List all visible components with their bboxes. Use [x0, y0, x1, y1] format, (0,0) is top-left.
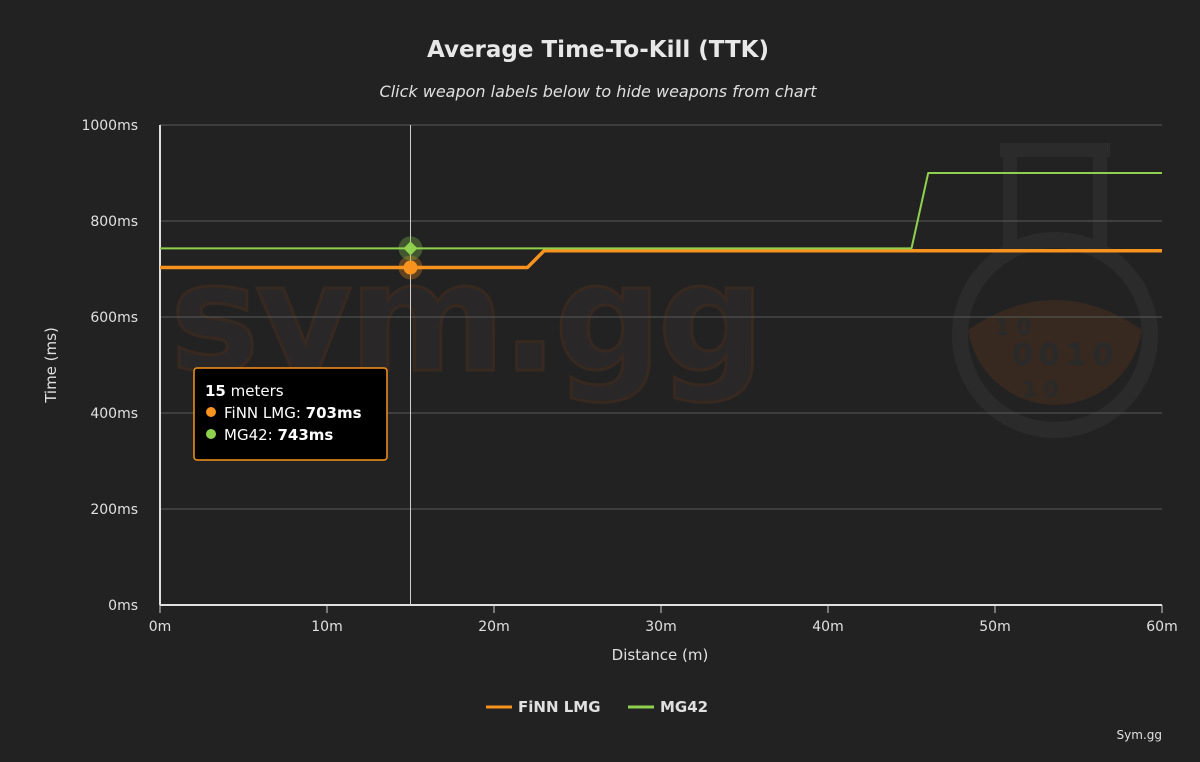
y-tick-label: 1000ms — [81, 118, 138, 134]
credit-link[interactable]: Sym.gg — [1117, 728, 1162, 742]
x-axis-title: Distance (m) — [612, 646, 709, 664]
x-tick-label: 0m — [149, 619, 172, 635]
legend: FiNN LMG MG42 — [486, 698, 708, 716]
tooltip-distance: 15 — [205, 382, 226, 400]
y-tick-label: 200ms — [90, 502, 138, 518]
x-tick-label: 60m — [1146, 619, 1177, 635]
tooltip-row-mg42: MG42: 743ms — [224, 426, 333, 444]
x-tick-label: 30m — [645, 619, 676, 635]
series-line-mg42[interactable] — [160, 172, 1162, 250]
marker-mg42 — [403, 241, 418, 256]
chart-title: Average Time-To-Kill (TTK) — [427, 37, 769, 63]
grid-lines — [160, 124, 1162, 510]
legend-finn-label[interactable]: FiNN LMG — [518, 698, 601, 716]
watermark-flask-icon — [952, 143, 1158, 438]
y-tick-label: 800ms — [90, 214, 138, 230]
x-tick-label: 20m — [478, 619, 509, 635]
legend-item-finn-lmg[interactable]: FiNN LMG — [486, 698, 601, 716]
tooltip-finn-name: FiNN LMG — [224, 404, 296, 422]
x-tick-label: 10m — [311, 619, 342, 635]
y-tick-label: 600ms — [90, 310, 138, 326]
y-tick-label: 400ms — [90, 406, 138, 422]
y-axis-title: Time (ms) — [42, 327, 60, 404]
tooltip: 15 meters FiNN LMG: 703ms MG42: 743ms — [193, 367, 388, 461]
tooltip-mg42-name: MG42 — [224, 426, 268, 444]
tooltip-unit: meters — [231, 382, 284, 400]
watermark-binary-row: 10 — [995, 316, 1038, 341]
y-tick-label: 0ms — [108, 598, 138, 614]
series-line-finn-lmg[interactable] — [160, 249, 1162, 270]
tooltip-row-finn: FiNN LMG: 703ms — [224, 404, 362, 422]
tooltip-mg42-value: 743ms — [277, 426, 333, 444]
tooltip-finn-dot — [206, 407, 216, 417]
marker-finn — [403, 260, 418, 275]
watermark-binary-row: 0010 — [1012, 338, 1120, 373]
tooltip-mg42-dot — [206, 429, 216, 439]
legend-item-mg42[interactable]: MG42 — [628, 698, 708, 716]
chart-subtitle: Click weapon labels below to hide weapon… — [380, 82, 818, 101]
tooltip-box — [193, 367, 388, 461]
x-tick-label: 40m — [812, 619, 843, 635]
hover-markers — [398, 236, 423, 280]
tooltip-header: 15 meters — [205, 382, 284, 400]
x-tick-label: 50m — [979, 619, 1010, 635]
series-layer — [160, 172, 1162, 270]
watermark-binary-row: 10 — [1022, 378, 1065, 403]
x-axis-ticks: 0m 10m 20m 30m 40m 50m 60m — [149, 605, 1178, 635]
y-axis-ticks: 0ms 200ms 400ms 600ms 800ms 1000ms — [81, 118, 138, 614]
tooltip-finn-value: 703ms — [306, 404, 362, 422]
legend-mg42-label[interactable]: MG42 — [660, 698, 708, 716]
